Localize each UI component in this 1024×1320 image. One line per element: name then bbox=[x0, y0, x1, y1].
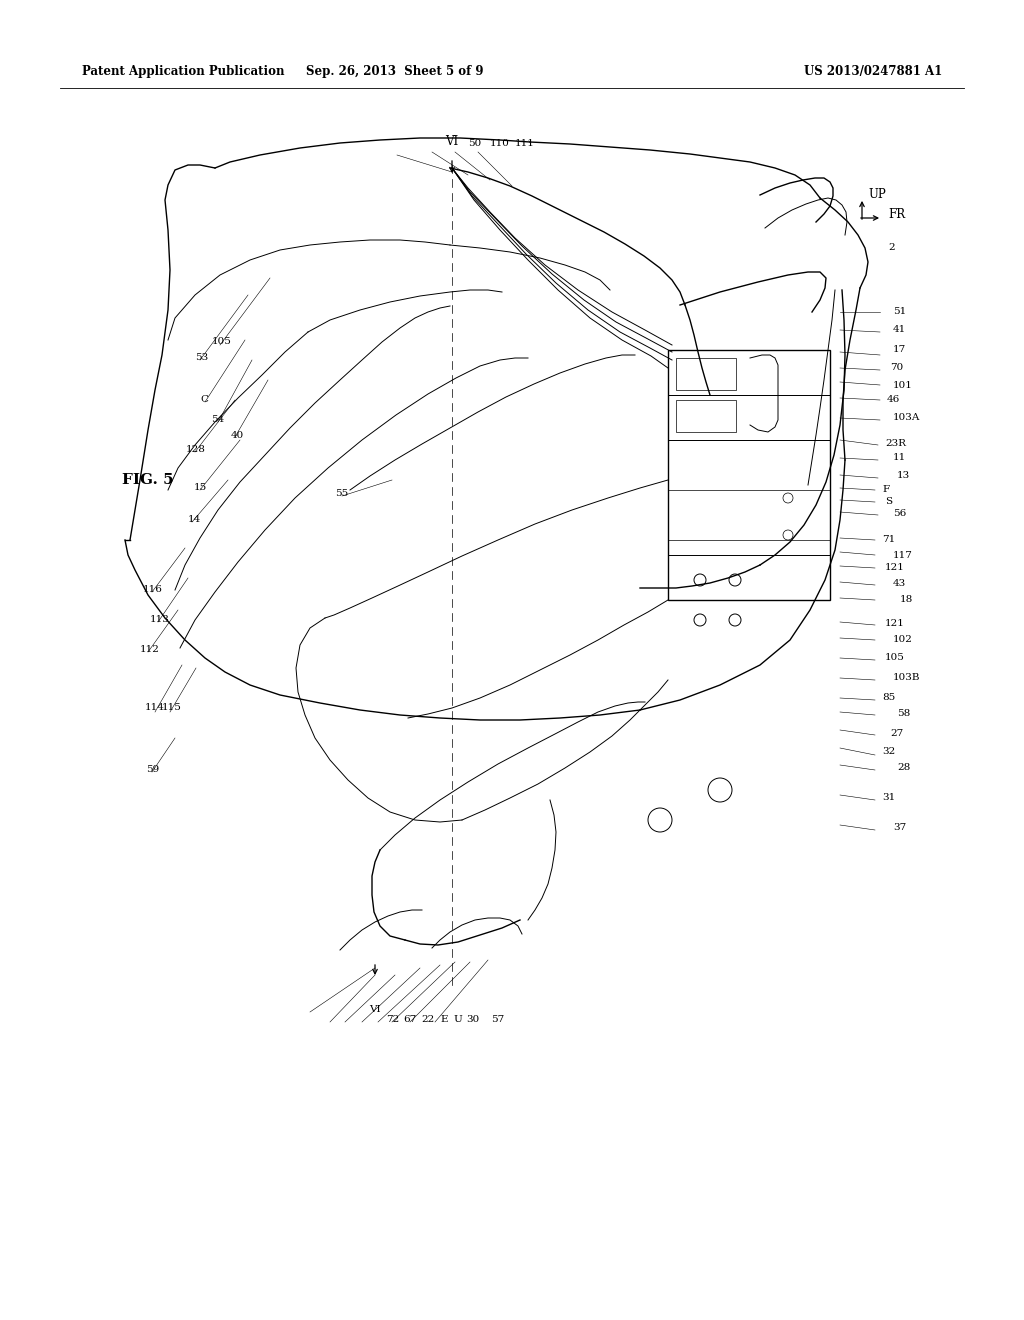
Bar bbox=[676, 400, 736, 432]
Text: 50: 50 bbox=[468, 139, 481, 148]
Text: 102: 102 bbox=[893, 635, 912, 644]
Text: Sep. 26, 2013  Sheet 5 of 9: Sep. 26, 2013 Sheet 5 of 9 bbox=[306, 66, 483, 78]
Text: 22: 22 bbox=[421, 1015, 434, 1024]
Text: 110: 110 bbox=[490, 139, 510, 148]
Text: E: E bbox=[440, 1015, 447, 1024]
Text: 51: 51 bbox=[893, 308, 906, 317]
Text: 72: 72 bbox=[386, 1015, 399, 1024]
Text: 54: 54 bbox=[211, 416, 224, 425]
Text: 70: 70 bbox=[890, 363, 903, 372]
Text: 13: 13 bbox=[897, 471, 910, 480]
Text: 15: 15 bbox=[194, 483, 207, 492]
Text: VI: VI bbox=[370, 1006, 381, 1015]
Text: 103B: 103B bbox=[893, 673, 921, 682]
Text: VI: VI bbox=[445, 135, 459, 148]
Text: 56: 56 bbox=[893, 510, 906, 519]
Text: U: U bbox=[454, 1015, 463, 1024]
Text: 101: 101 bbox=[893, 380, 912, 389]
Text: UP: UP bbox=[868, 189, 886, 202]
Text: 17: 17 bbox=[893, 346, 906, 355]
Text: 128: 128 bbox=[186, 446, 206, 454]
Text: 41: 41 bbox=[893, 326, 906, 334]
Text: 105: 105 bbox=[885, 653, 905, 663]
Text: 111: 111 bbox=[515, 139, 535, 148]
Text: 55: 55 bbox=[336, 490, 348, 499]
Text: FIG. 5: FIG. 5 bbox=[122, 473, 174, 487]
Text: 11: 11 bbox=[893, 454, 906, 462]
Text: 116: 116 bbox=[143, 586, 163, 594]
Text: 32: 32 bbox=[882, 747, 895, 756]
Text: S: S bbox=[885, 498, 892, 507]
Bar bbox=[676, 358, 736, 389]
Text: 113: 113 bbox=[151, 615, 170, 624]
Text: US 2013/0247881 A1: US 2013/0247881 A1 bbox=[804, 66, 942, 78]
Text: 30: 30 bbox=[466, 1015, 479, 1024]
Text: 112: 112 bbox=[140, 645, 160, 655]
Text: 23R: 23R bbox=[885, 438, 906, 447]
Text: 43: 43 bbox=[893, 579, 906, 589]
Text: 53: 53 bbox=[196, 354, 209, 363]
Text: 85: 85 bbox=[882, 693, 895, 702]
Text: 57: 57 bbox=[492, 1015, 505, 1024]
Text: 28: 28 bbox=[897, 763, 910, 772]
Text: C: C bbox=[200, 396, 208, 404]
Text: FR: FR bbox=[888, 209, 905, 222]
Text: 114: 114 bbox=[145, 704, 165, 713]
Text: 59: 59 bbox=[146, 766, 160, 775]
Text: 58: 58 bbox=[897, 710, 910, 718]
Text: 31: 31 bbox=[882, 793, 895, 803]
Text: 105: 105 bbox=[212, 338, 232, 346]
Text: 2: 2 bbox=[888, 243, 895, 252]
Text: 27: 27 bbox=[890, 729, 903, 738]
Text: 71: 71 bbox=[882, 536, 895, 544]
Text: 40: 40 bbox=[230, 432, 244, 441]
Text: 67: 67 bbox=[403, 1015, 417, 1024]
Text: 37: 37 bbox=[893, 824, 906, 833]
Text: 121: 121 bbox=[885, 619, 905, 627]
Text: 103A: 103A bbox=[893, 413, 921, 422]
Text: 14: 14 bbox=[187, 516, 201, 524]
Text: 46: 46 bbox=[887, 396, 900, 404]
Text: 115: 115 bbox=[162, 704, 182, 713]
Text: Patent Application Publication: Patent Application Publication bbox=[82, 66, 285, 78]
Text: 121: 121 bbox=[885, 564, 905, 573]
Text: F: F bbox=[882, 486, 889, 495]
Text: 117: 117 bbox=[893, 550, 912, 560]
Text: 18: 18 bbox=[900, 595, 913, 605]
Bar bbox=[668, 350, 830, 601]
